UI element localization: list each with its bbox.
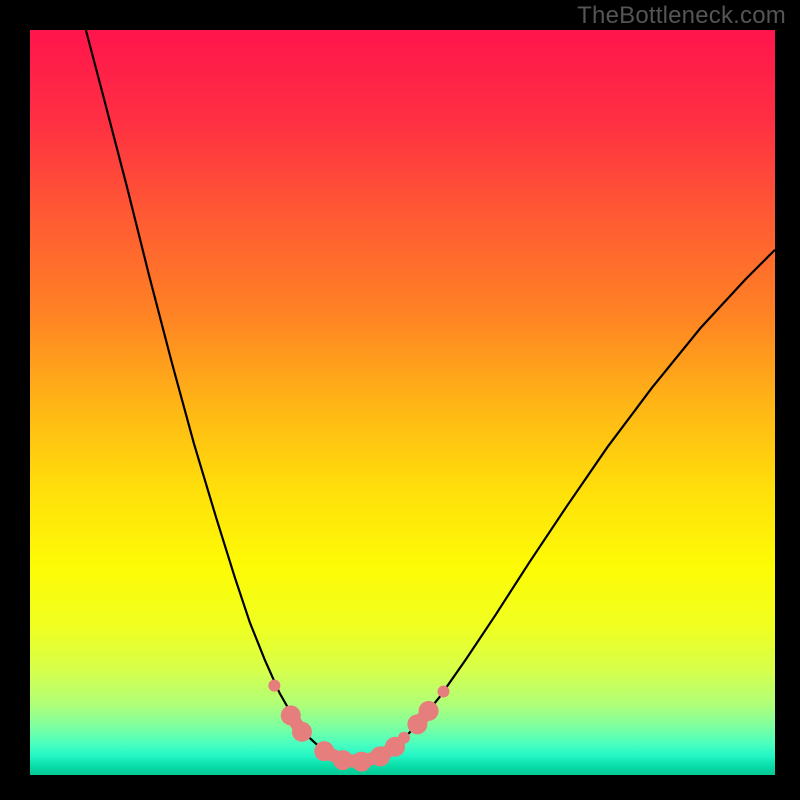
marker-dot xyxy=(292,722,312,742)
watermark-label: TheBottleneck.com xyxy=(577,2,786,30)
curve-layer xyxy=(30,30,775,775)
chart-canvas: TheBottleneck.com xyxy=(0,0,800,800)
marker-dot xyxy=(268,680,280,692)
marker-dot xyxy=(398,732,410,744)
marker-dot xyxy=(333,750,353,770)
marker-dot xyxy=(419,701,439,721)
marker-dot-group xyxy=(268,680,449,772)
v-curve xyxy=(86,30,775,762)
marker-dot xyxy=(281,705,301,725)
marker-dot xyxy=(437,686,449,698)
marker-dot xyxy=(314,741,334,761)
plot-frame xyxy=(30,30,775,775)
marker-dot xyxy=(352,752,372,772)
